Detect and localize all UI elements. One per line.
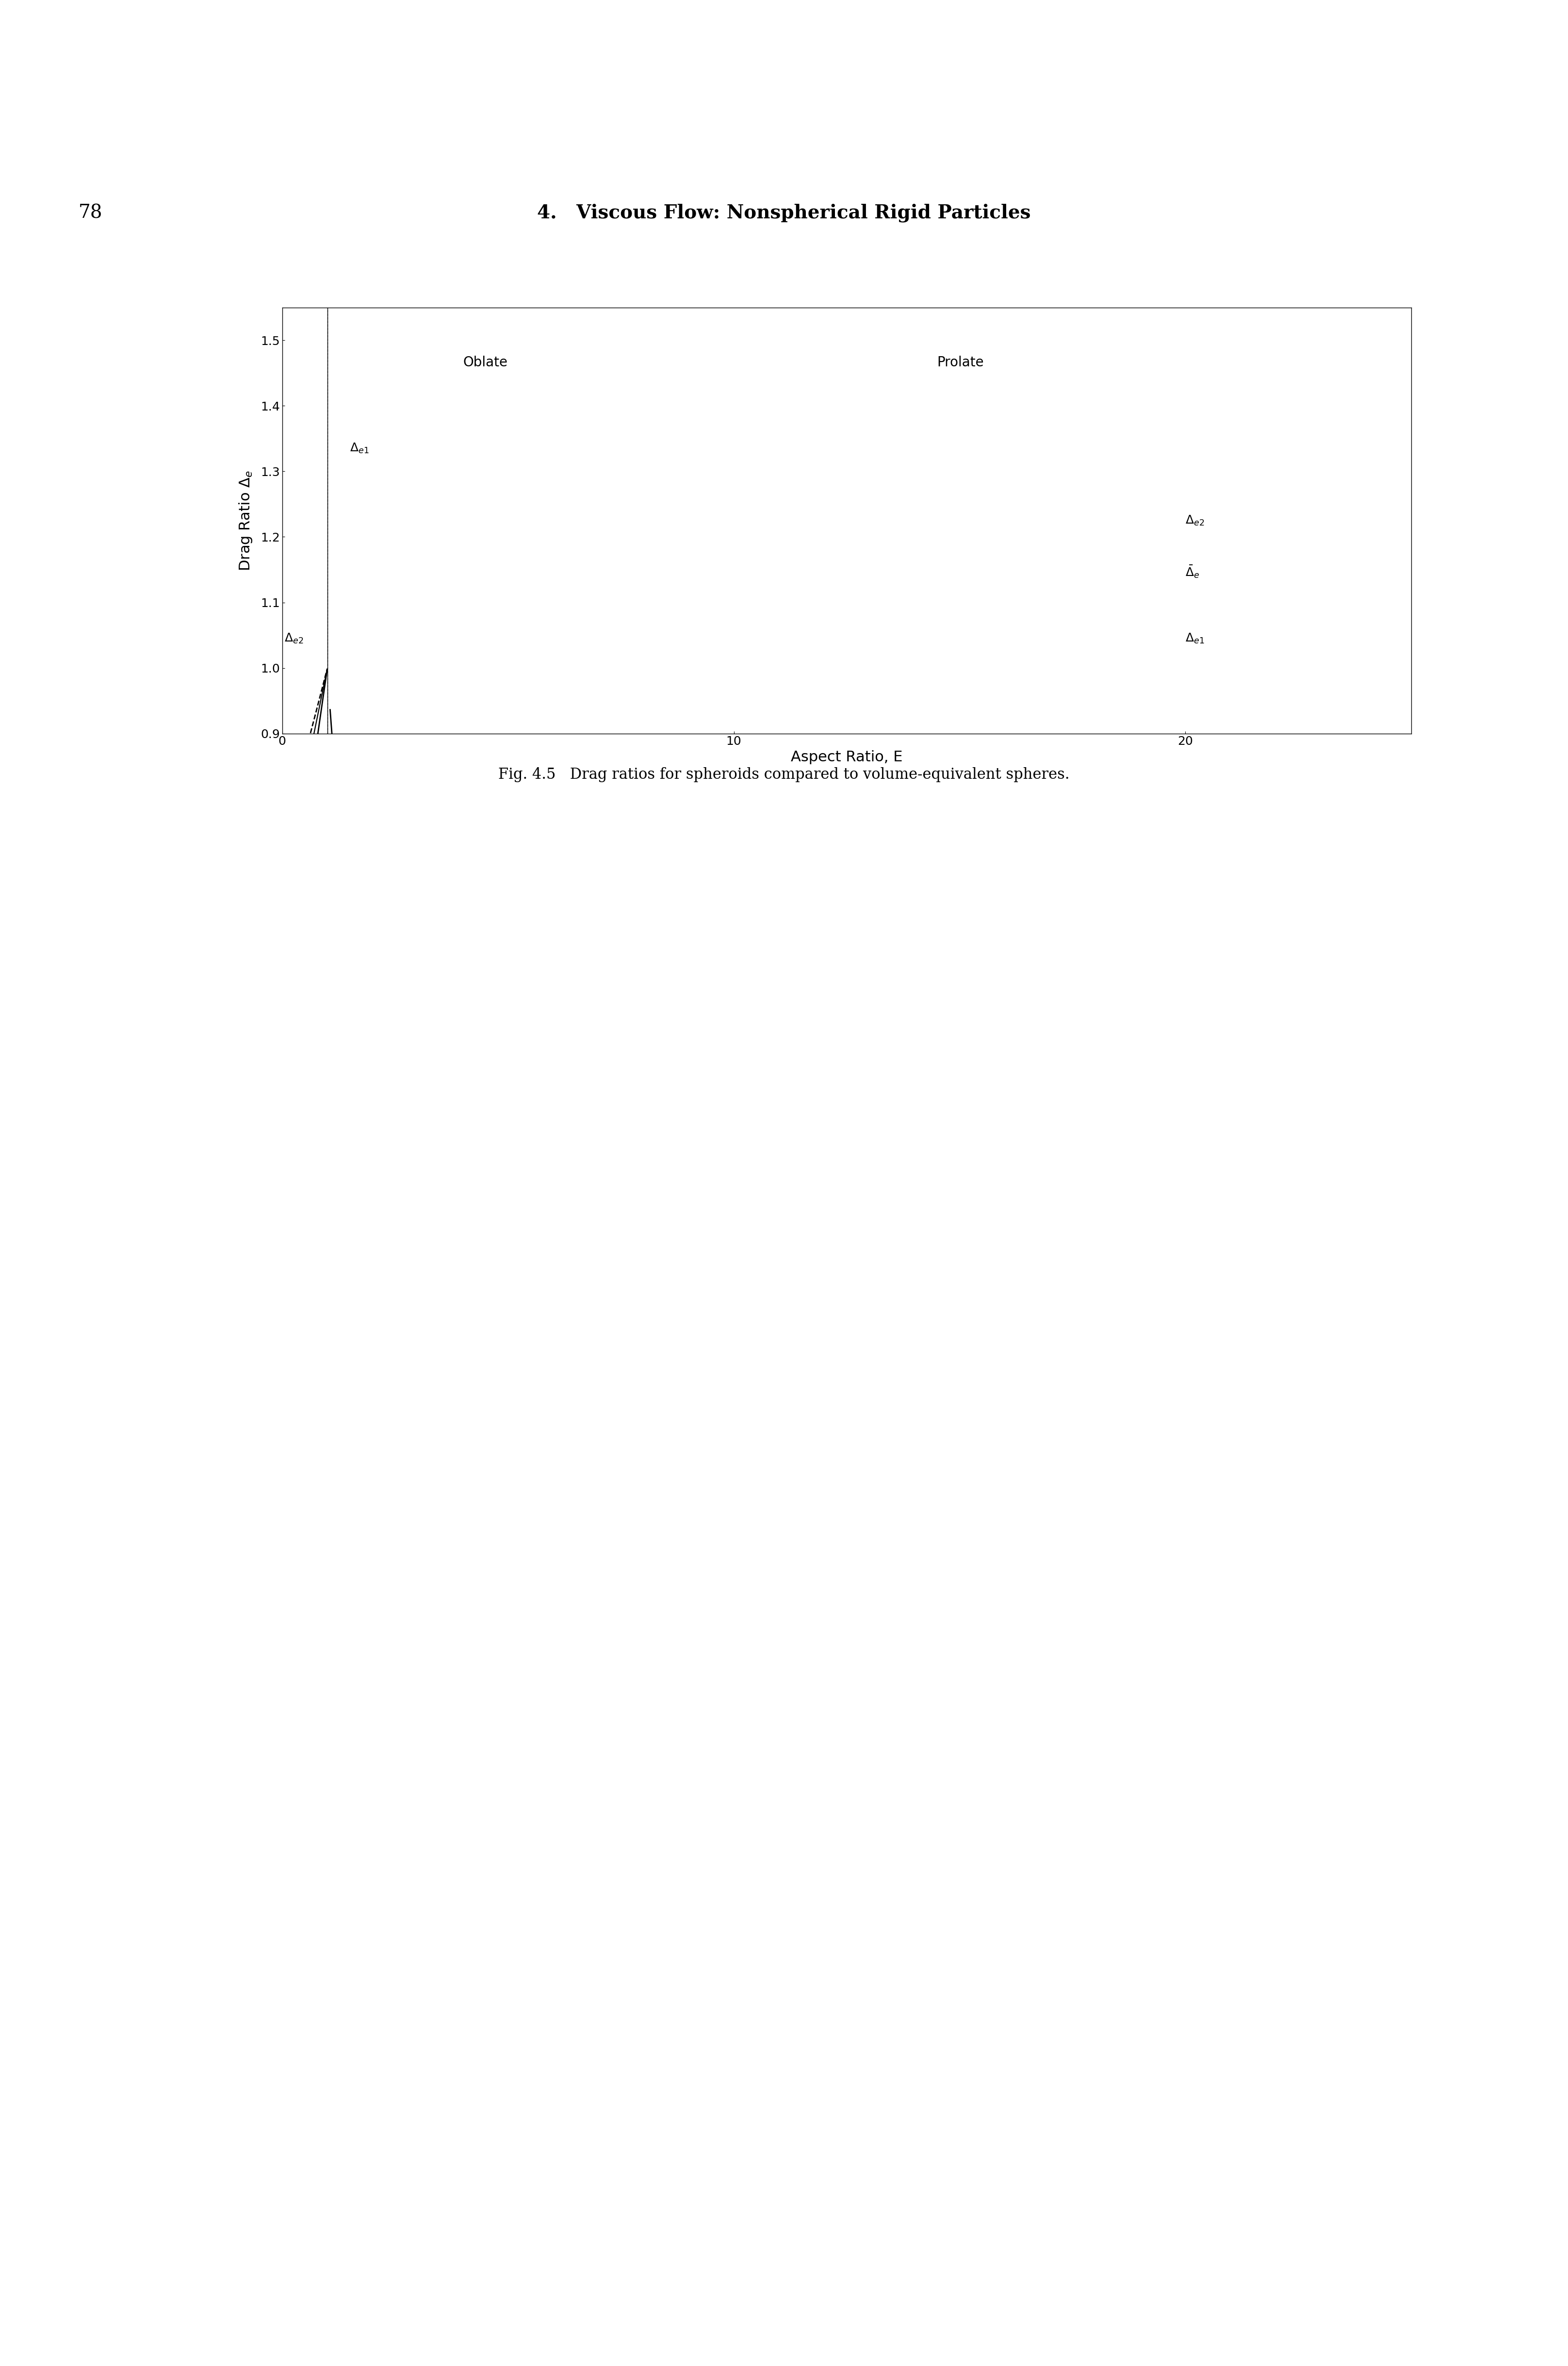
Text: $\Delta_{e2}$: $\Delta_{e2}$ [1185, 513, 1204, 528]
Text: $\bar{\Delta}_e$: $\bar{\Delta}_e$ [1185, 563, 1200, 580]
Text: Oblate: Oblate [463, 355, 508, 369]
Text: 78: 78 [78, 203, 102, 222]
Text: $\Delta_{e2}$: $\Delta_{e2}$ [284, 632, 304, 646]
Y-axis label: Drag Ratio $\Delta_e$: Drag Ratio $\Delta_e$ [238, 471, 254, 570]
Text: Prolate: Prolate [938, 355, 983, 369]
Text: $\Delta_{e1}$: $\Delta_{e1}$ [1185, 632, 1204, 646]
Text: Fig. 4.5   Drag ratios for spheroids compared to volume-equivalent spheres.: Fig. 4.5 Drag ratios for spheroids compa… [499, 767, 1069, 783]
X-axis label: Aspect Ratio, E: Aspect Ratio, E [790, 750, 903, 764]
Text: 4.   Viscous Flow: Nonspherical Rigid Particles: 4. Viscous Flow: Nonspherical Rigid Part… [538, 203, 1030, 222]
Text: $\Delta_{e1}$: $\Delta_{e1}$ [350, 442, 368, 454]
